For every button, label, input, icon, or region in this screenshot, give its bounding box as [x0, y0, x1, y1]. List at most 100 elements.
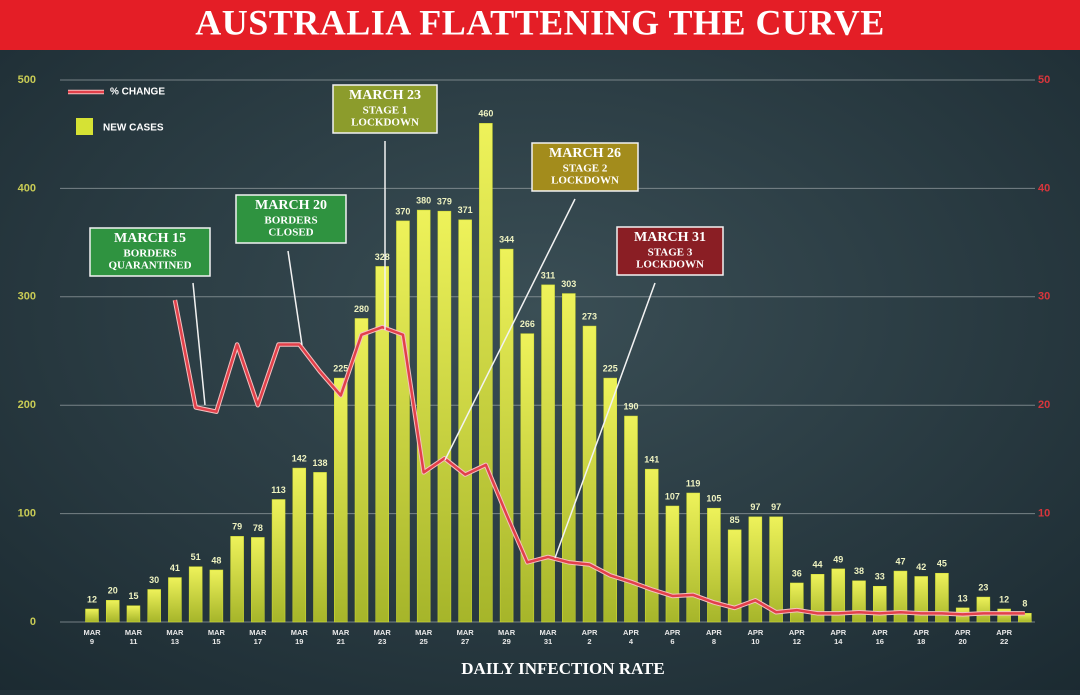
bar	[976, 596, 991, 623]
value-label: 273	[582, 311, 597, 321]
annotation-heading: MARCH 31	[634, 230, 706, 245]
bar	[665, 505, 680, 623]
value-label: 105	[706, 494, 721, 504]
annotation-text: BORDERS	[123, 248, 176, 260]
bar	[334, 377, 348, 623]
value-label: 47	[895, 556, 905, 566]
bar	[271, 499, 286, 623]
value-label: 42	[916, 562, 926, 572]
x-tick-label: MAR 29	[498, 628, 516, 646]
y2-tick-label: 40	[1038, 182, 1050, 194]
annotation-text: BORDERS	[264, 215, 317, 227]
value-label: 30	[149, 575, 159, 585]
x-tick-label: MAR 31	[540, 628, 558, 646]
x-tick-label: MAR 21	[332, 628, 350, 646]
x-tick-label: APR 6	[665, 628, 681, 646]
bar	[852, 580, 866, 623]
value-label: 328	[375, 252, 390, 262]
bar	[603, 377, 617, 623]
value-label: 33	[875, 572, 885, 582]
bar	[85, 608, 99, 623]
x-tick-label: MAR 9	[83, 628, 101, 646]
annotation-text: STAGE 1	[363, 105, 408, 117]
value-label: 190	[623, 401, 638, 411]
annotation-text: QUARANTINED	[108, 260, 191, 272]
value-label: 45	[937, 559, 947, 569]
bar	[520, 333, 535, 623]
value-label: 36	[792, 568, 802, 578]
value-label: 20	[108, 586, 118, 596]
value-label: 12	[999, 594, 1009, 604]
bar	[769, 516, 783, 623]
bar	[624, 415, 638, 623]
value-label: 78	[253, 523, 263, 533]
annotation-pointer	[444, 198, 576, 461]
value-label: 119	[686, 478, 701, 488]
legend-label: % CHANGE	[110, 87, 165, 98]
value-label: 97	[750, 502, 760, 512]
annotation-pointer	[287, 250, 303, 346]
bar	[396, 220, 410, 623]
x-tick-label: MAR 15	[208, 628, 226, 646]
value-label: 44	[813, 560, 823, 570]
value-label: 371	[458, 205, 473, 215]
bar	[479, 123, 493, 623]
x-tick-label: APR 12	[789, 628, 805, 646]
value-label: 48	[211, 555, 221, 565]
bar	[790, 582, 804, 623]
value-label: 380	[416, 195, 431, 205]
bar	[935, 572, 949, 623]
annotation-text: LOCKDOWN	[551, 175, 619, 187]
y-tick-label: 200	[18, 399, 36, 411]
value-label: 141	[644, 455, 659, 465]
x-tick-label: APR 14	[830, 628, 846, 646]
x-tick-label: MAR 17	[249, 628, 267, 646]
value-label: 85	[730, 515, 740, 525]
annotation-box	[616, 226, 724, 276]
x-tick-label: MAR 13	[166, 628, 184, 646]
bar	[292, 467, 307, 623]
annotation-box	[531, 142, 639, 192]
annotation-text: CLOSED	[268, 227, 313, 239]
title-banner	[0, 0, 1080, 50]
x-tick-label: APR 8	[706, 628, 722, 646]
bar	[416, 209, 431, 623]
x-tick-label: APR 4	[623, 628, 639, 646]
value-label: 113	[271, 485, 286, 495]
x-tick-label: APR 16	[872, 628, 888, 646]
annotation-text: LOCKDOWN	[351, 117, 419, 129]
annotation-heading: MARCH 15	[114, 231, 186, 246]
x-tick-label: MAR 27	[457, 628, 475, 646]
bar	[541, 284, 555, 623]
value-label: 303	[561, 279, 576, 289]
value-label: 107	[665, 491, 680, 501]
value-label: 379	[437, 197, 452, 207]
x-tick-label: MAR 23	[374, 628, 392, 646]
annotation-pointer	[192, 282, 206, 406]
value-label: 344	[499, 234, 514, 244]
legend-swatch	[76, 118, 93, 135]
line	[173, 299, 1025, 616]
value-label: 12	[87, 594, 97, 604]
chart-title: AUSTRALIA FLATTENING THE CURVE	[195, 2, 885, 42]
bar	[168, 577, 182, 623]
bar	[499, 248, 514, 623]
y2-tick-label: 30	[1038, 291, 1050, 303]
annotation-heading: MARCH 20	[255, 198, 327, 213]
value-label: 15	[128, 591, 138, 601]
value-label: 370	[395, 206, 410, 216]
x-axis-label: DAILY INFECTION RATE	[461, 659, 664, 678]
legend-label: NEW CASES	[103, 123, 164, 134]
annotation-pointer	[554, 282, 656, 559]
value-label: 38	[854, 566, 864, 576]
annotation-heading: MARCH 23	[349, 88, 421, 103]
y2-tick-label: 20	[1038, 399, 1050, 411]
x-tick-label: APR 18	[913, 628, 929, 646]
bar	[126, 605, 141, 623]
y-tick-label: 300	[18, 291, 36, 303]
bar	[354, 318, 369, 623]
annotation-box	[235, 194, 347, 244]
x-tick-label: APR 22	[996, 628, 1012, 646]
bar	[893, 570, 908, 623]
